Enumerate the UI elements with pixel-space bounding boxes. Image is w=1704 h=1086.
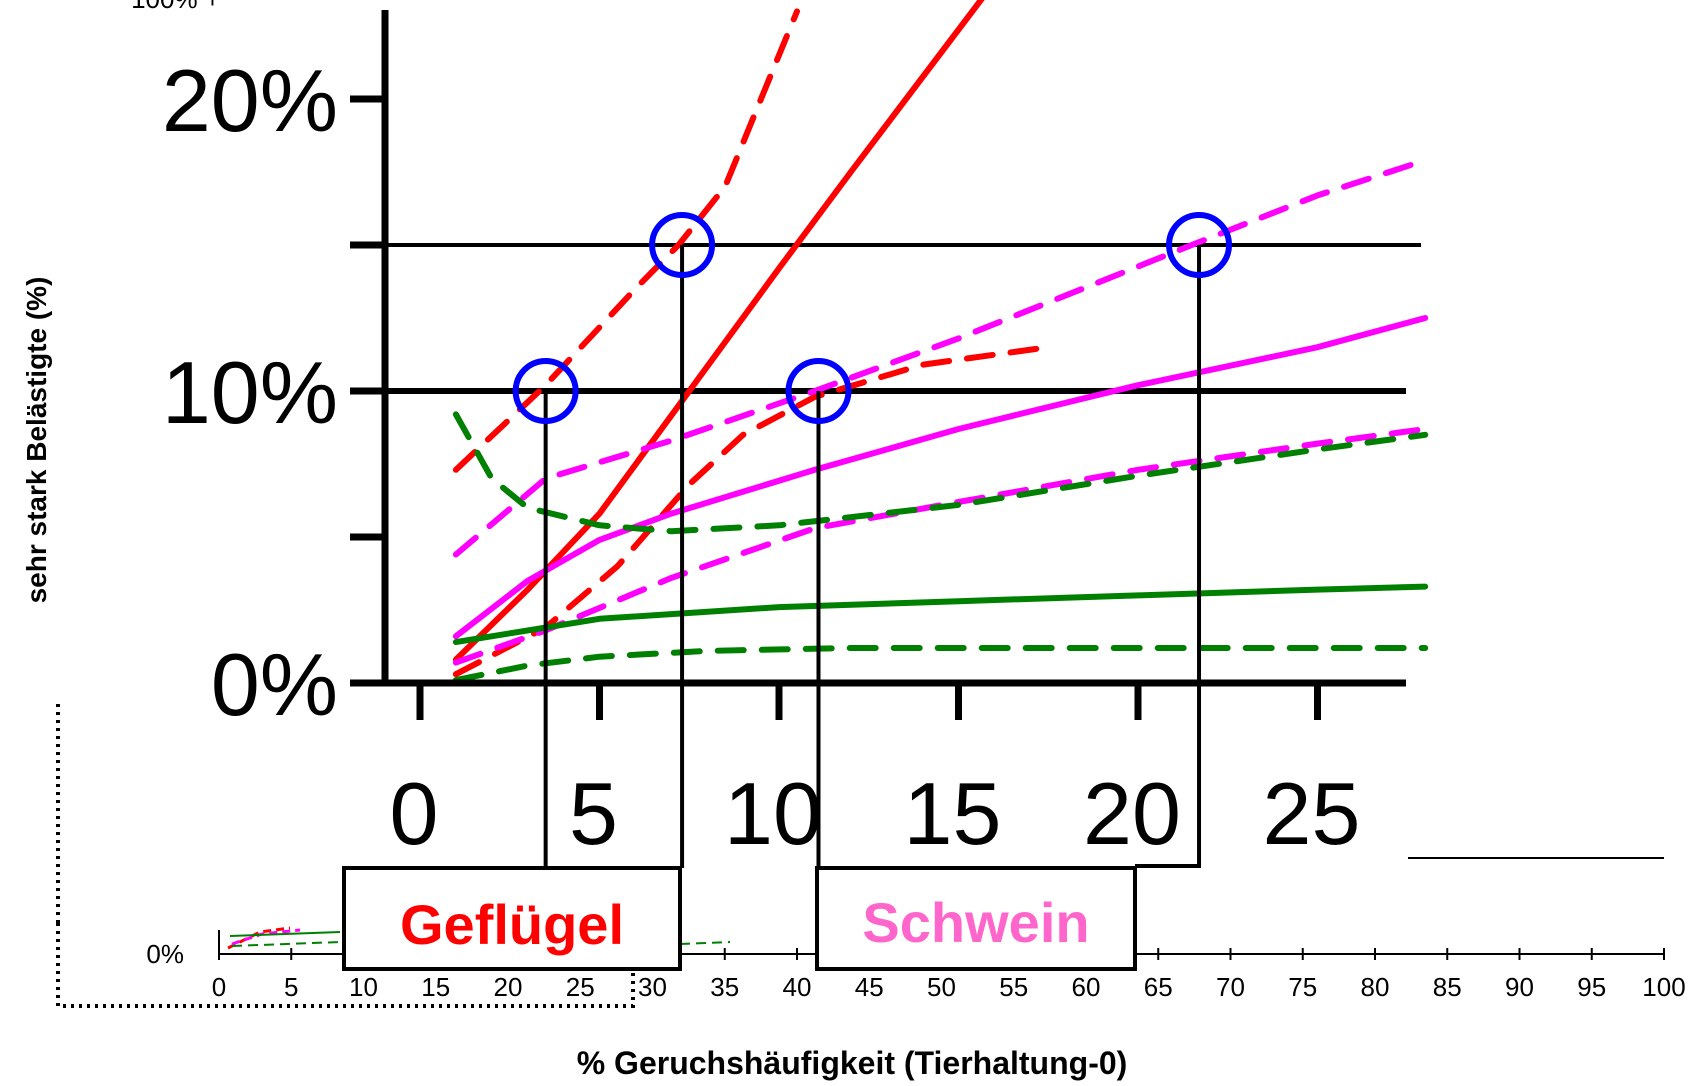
small-x-tick-label-5: 5: [284, 972, 298, 1002]
legend-box-schwein: Schwein: [815, 866, 1137, 971]
y-tick-label-20: 20%: [162, 51, 338, 150]
small-x-tick-label-35: 35: [710, 972, 739, 1002]
small-y-tick-label-top: 100% +: [131, 0, 220, 14]
small-x-tick-label-40: 40: [783, 972, 812, 1002]
series-line-4: [452, 157, 1429, 558]
y-tick-label-0: 0%: [211, 635, 338, 734]
x-tick-label-10: 10: [724, 764, 822, 863]
intersection-circle-1: [649, 212, 716, 278]
x-tick-label-25: 25: [1263, 764, 1361, 863]
small-x-tick-label-75: 75: [1288, 972, 1317, 1002]
series-line-0: [452, 0, 985, 663]
intersection-circle-3: [1166, 212, 1233, 278]
zoom-area-box: [56, 923, 635, 1008]
y-tick-label-10: 10%: [162, 343, 338, 442]
small-x-tick-label-25: 25: [566, 972, 595, 1002]
series-line-7: [452, 411, 1429, 535]
series-line-6: [452, 583, 1429, 646]
series-line-3: [452, 315, 1429, 640]
full-range-chart: 0 5 10 15 20 25 30 35 40 45 50 55 60 65 70 75 80 85 90 95 10…: [56, 0, 1686, 1008]
small-x-tick-label-15: 15: [421, 972, 450, 1002]
small-x-tick-label-95: 95: [1577, 972, 1606, 1002]
small-series-red: [227, 926, 291, 950]
y-axis-title: sehr stark Belästigte (%): [21, 277, 52, 604]
small-x-tick-label-100: 100: [1642, 972, 1685, 1002]
small-x-tick-label-10: 10: [349, 972, 378, 1002]
guide-lines: [543, 245, 1202, 868]
series-line-2: [452, 344, 1052, 678]
small-x-tick-label-0: 0: [212, 972, 226, 1002]
small-x-tick-label-45: 45: [855, 972, 884, 1002]
legend-box-gefluegel: Geflügel: [342, 866, 682, 971]
intersection-circle-0: [512, 358, 579, 424]
guide-schwein-15: [1135, 245, 1202, 868]
x-tick-label-0: 0: [390, 764, 439, 863]
zoom-chart: 0% 10% 20% 0 5 10 15 20 25: [162, 0, 1429, 868]
reference-lines: [385, 243, 1421, 394]
x-tick-label-5: 5: [569, 764, 618, 863]
x-tick-label-15: 15: [904, 764, 1002, 863]
legend-label-gefluegel: Geflügel: [400, 893, 624, 956]
x-axis-title: % Geruchshäufigkeit (Tierhaltung-0): [577, 1045, 1128, 1081]
intersection-circles: [512, 212, 1233, 424]
small-series-green-dashed: [231, 941, 731, 947]
axes: 0% 10% 20% 0 5 10 15 20 25: [162, 10, 1406, 863]
small-x-tick-label-70: 70: [1216, 972, 1245, 1002]
small-x-tick-label-30: 30: [638, 972, 667, 1002]
x-tick-label-20: 20: [1083, 764, 1181, 863]
small-x-tick-label-60: 60: [1072, 972, 1101, 1002]
small-x-tick-label-85: 85: [1433, 972, 1462, 1002]
legend-label-schwein: Schwein: [862, 891, 1089, 954]
series-line-8: [452, 645, 1429, 684]
small-series-green: [229, 931, 341, 937]
small-x-tick-label-20: 20: [494, 972, 523, 1002]
small-x-tick-label-65: 65: [1144, 972, 1173, 1002]
series-line-1: [452, 8, 800, 473]
small-x-tick-label-55: 55: [999, 972, 1028, 1002]
small-x-tick-label-80: 80: [1361, 972, 1390, 1002]
small-x-tick-label-50: 50: [927, 972, 956, 1002]
small-x-tick-label-90: 90: [1505, 972, 1534, 1002]
small-y-tick-label-0: 0%: [146, 939, 184, 969]
series-group: [452, 0, 1429, 684]
intersection-circle-2: [785, 358, 852, 424]
